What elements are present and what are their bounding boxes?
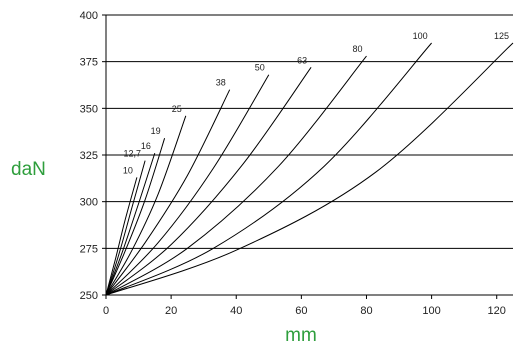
- series-line-50: [105, 74, 270, 296]
- axis-layer: 250 275 300 325 350 375 400 0 20 40 60 80 100 120: [80, 10, 513, 317]
- series-label: 125: [494, 31, 509, 41]
- y-tick-label: 375: [80, 57, 98, 69]
- y-axis-title: daN: [11, 159, 46, 180]
- series-label: 10: [123, 165, 133, 175]
- series-line-100: [105, 42, 432, 296]
- series-line-25: [105, 115, 187, 296]
- x-axis-title: mm: [285, 325, 317, 346]
- series-line-16: [105, 152, 156, 296]
- series-line-10: [105, 177, 138, 296]
- series-line-125: [105, 42, 514, 296]
- x-tick-label: 100: [422, 305, 440, 317]
- x-tick-label: 80: [360, 305, 372, 317]
- x-tick-label: 40: [230, 305, 242, 317]
- y-tick-label: 325: [80, 150, 98, 162]
- y-tick-label: 275: [80, 243, 98, 255]
- y-tick-label: 400: [80, 10, 98, 22]
- series-line-38: [105, 89, 231, 296]
- series-line-80: [105, 55, 367, 296]
- series-line-19: [105, 138, 166, 296]
- curve-layer: [105, 42, 514, 296]
- series-label: 19: [151, 126, 161, 136]
- series-label: 80: [352, 44, 362, 54]
- series-label: 16: [141, 141, 151, 151]
- x-tick-label: 0: [103, 305, 109, 317]
- series-label: 12,7: [124, 149, 142, 159]
- y-tick-label: 300: [80, 197, 98, 209]
- series-label: 63: [297, 55, 307, 65]
- series-label: 25: [172, 104, 182, 114]
- series-label: 38: [216, 78, 226, 88]
- series-label: 100: [413, 31, 428, 41]
- grid-layer: [106, 14, 513, 296]
- y-tick-label: 350: [80, 103, 98, 115]
- y-tick-label: 250: [80, 290, 98, 302]
- series-line-12-7: [105, 160, 146, 296]
- x-tick-label: 120: [488, 305, 506, 317]
- x-tick-label: 60: [295, 305, 307, 317]
- series-label: 50: [255, 63, 265, 73]
- series-line-63: [105, 67, 312, 296]
- x-tick-label: 20: [165, 305, 177, 317]
